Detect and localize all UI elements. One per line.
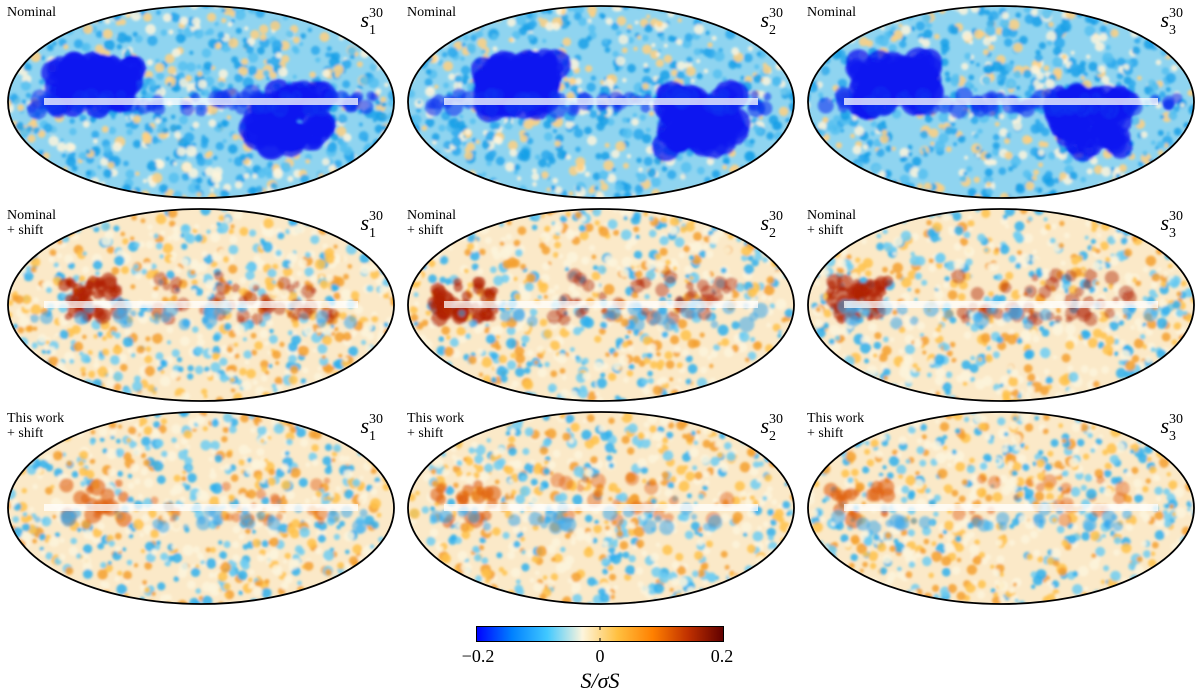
map-panel: Nominal s330: [804, 2, 1198, 202]
colorbar: [476, 626, 724, 642]
mollweide-map: [407, 208, 795, 402]
mollweide-map: [407, 5, 795, 199]
component-symbol: s230: [760, 412, 783, 444]
mollweide-map: [807, 5, 1195, 199]
panel-label: Nominal: [407, 5, 456, 20]
mollweide-map: [7, 5, 395, 199]
component-symbol: s330: [1160, 209, 1183, 241]
map-panel: This work + shift s130: [4, 408, 398, 608]
map-panel: Nominal + shift s130: [4, 205, 398, 405]
mollweide-map: [407, 411, 795, 605]
panel-label: Nominal + shift: [7, 208, 56, 238]
component-symbol: s230: [760, 209, 783, 241]
map-panel: Nominal + shift s330: [804, 205, 1198, 405]
panel-label: Nominal: [807, 5, 856, 20]
map-panel: This work + shift s330: [804, 408, 1198, 608]
colorbar-tick-zero: 0: [595, 646, 605, 666]
mollweide-map: [7, 208, 395, 402]
component-symbol: s330: [1160, 412, 1183, 444]
component-symbol: s330: [1160, 6, 1183, 38]
component-symbol: s230: [760, 6, 783, 38]
colorbar-label: S/σS: [580, 668, 620, 693]
colorbar-tick-max: 0.2: [710, 646, 734, 666]
map-panel: Nominal s230: [404, 2, 798, 202]
colorbar-tick-min: −0.2: [461, 646, 495, 666]
mollweide-map: [807, 208, 1195, 402]
panel-label: Nominal: [7, 5, 56, 20]
panel-label: Nominal + shift: [407, 208, 456, 238]
map-panel: Nominal s130: [4, 2, 398, 202]
component-symbol: s130: [360, 209, 383, 241]
component-symbol: s130: [360, 6, 383, 38]
map-panel: This work + shift s230: [404, 408, 798, 608]
panel-label: This work + shift: [807, 411, 865, 441]
panel-label: This work + shift: [407, 411, 465, 441]
mollweide-map: [7, 411, 395, 605]
panel-label: This work + shift: [7, 411, 65, 441]
map-panel: Nominal + shift s230: [404, 205, 798, 405]
mollweide-map: [807, 411, 1195, 605]
component-symbol: s130: [360, 412, 383, 444]
panel-label: Nominal + shift: [807, 208, 856, 238]
